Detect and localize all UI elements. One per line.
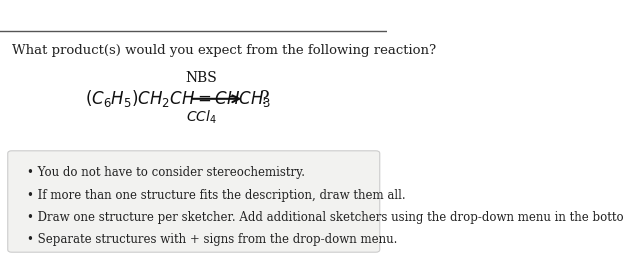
Text: What product(s) would you expect from the following reaction?: What product(s) would you expect from th…	[12, 44, 436, 57]
Text: $(C_6H_5)CH_2CH{=}CHCH_3$: $(C_6H_5)CH_2CH{=}CHCH_3$	[85, 88, 271, 109]
Text: ?: ?	[260, 90, 269, 108]
Text: • You do not have to consider stereochemistry.: • You do not have to consider stereochem…	[27, 166, 305, 179]
Text: • Separate structures with + signs from the drop-down menu.: • Separate structures with + signs from …	[27, 233, 397, 246]
Text: • If more than one structure fits the description, draw them all.: • If more than one structure fits the de…	[27, 188, 406, 202]
Text: NBS: NBS	[185, 71, 217, 85]
FancyBboxPatch shape	[7, 151, 380, 252]
Text: $CCl_4$: $CCl_4$	[186, 108, 217, 126]
Text: • Draw one structure per sketcher. Add additional sketchers using the drop-down : • Draw one structure per sketcher. Add a…	[27, 211, 624, 224]
